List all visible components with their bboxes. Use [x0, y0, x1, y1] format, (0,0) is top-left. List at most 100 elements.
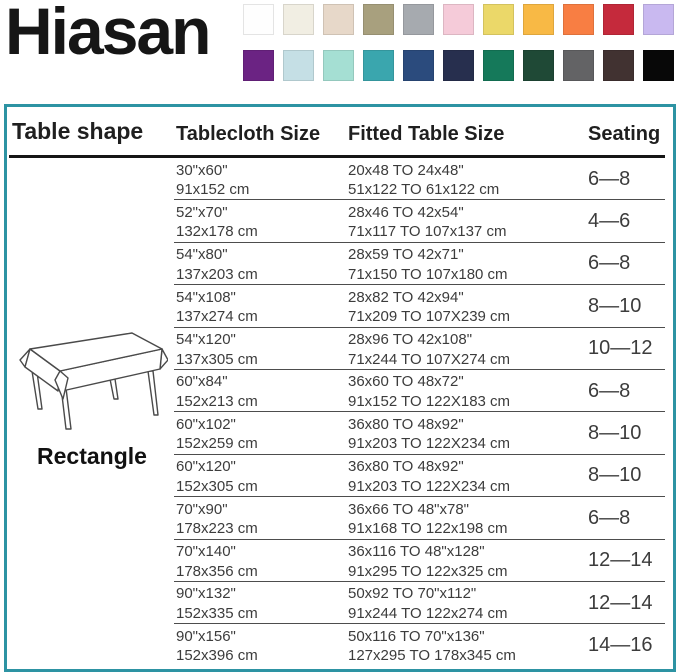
header-divider	[9, 155, 665, 158]
fitted-size-inches: 36x66 TO 48"x78"	[348, 500, 470, 518]
tablecloth-size-inches: 54"x80"	[176, 246, 228, 264]
table-row: 54"x120" 137x305 cm 28x96 TO 42x108" 71x244…	[7, 328, 673, 370]
tablecloth-size-cm: 152x305 cm	[176, 477, 258, 495]
tablecloth-size-cm: 152x259 cm	[176, 435, 258, 453]
fitted-size-cm: 91x168 TO 122x198 cm	[348, 520, 508, 538]
tablecloth-size-cm: 178x223 cm	[176, 520, 258, 538]
tablecloth-size-cell: 54"x120" 137x305 cm	[176, 330, 258, 369]
tablecloth-size-cell: 90"x132" 152x335 cm	[176, 584, 258, 623]
table-row: 60"x84" 152x213 cm 36x60 TO 48x72" 91x152 T…	[7, 370, 673, 413]
fitted-size-inches: 20x48 TO 24x48"	[348, 161, 464, 179]
tablecloth-size-inches: 70"x90"	[176, 500, 228, 518]
tablecloth-size-cm: 137x274 cm	[176, 308, 258, 326]
color-swatch	[243, 50, 274, 81]
fitted-size-inches: 50x92 TO 70"x112"	[348, 585, 477, 603]
seating-value: 10—12	[588, 337, 653, 360]
fitted-size-cm: 71x117 TO 107x137 cm	[348, 223, 507, 241]
seating-value: 6—8	[588, 167, 631, 190]
tablecloth-size-cm: 178x356 cm	[176, 562, 258, 580]
column-header-seating: Seating	[588, 123, 661, 145]
brand-logo: Hiasan	[5, 0, 211, 68]
size-rows: 30"x60" 91x152 cm 20x48 TO 24x48" 51x122 TO…	[7, 158, 673, 667]
seating-value: 12—14	[588, 549, 653, 572]
row-divider	[174, 368, 665, 370]
tablecloth-size-inches: 52"x70"	[176, 203, 228, 221]
color-swatch	[603, 4, 634, 35]
color-swatch	[363, 4, 394, 35]
seating-value: 6—8	[588, 379, 631, 402]
fitted-size-cell: 36x80 TO 48x92" 91x203 TO 122X234 cm	[348, 415, 510, 454]
tablecloth-size-inches: 60"x84"	[176, 373, 228, 391]
row-divider	[174, 241, 665, 243]
fitted-size-cell: 50x92 TO 70"x112" 91x244 TO 122x274 cm	[348, 584, 508, 623]
fitted-size-cm: 51x122 TO 61x122 cm	[348, 181, 500, 198]
fitted-size-cell: 28x59 TO 42x71" 71x150 TO 107x180 cm	[348, 245, 508, 284]
fitted-size-cell: 36x116 TO 48"x128" 91x295 TO 122x325 cm	[348, 542, 508, 581]
tablecloth-size-cm: 152x396 cm	[176, 647, 258, 665]
tablecloth-size-cell: 70"x140" 178x356 cm	[176, 542, 258, 581]
color-swatch	[563, 4, 594, 35]
seating-value: 12—14	[588, 591, 653, 614]
fitted-size-cm: 91x203 TO 122X234 cm	[348, 435, 511, 453]
color-swatch	[283, 4, 314, 35]
tablecloth-size-inches: 90"x156"	[176, 627, 236, 645]
seating-value: 8—10	[588, 294, 642, 317]
fitted-size-cm: 91x203 TO 122X234 cm	[348, 477, 511, 495]
fitted-size-inches: 28x96 TO 42x108"	[348, 331, 473, 349]
table-row: 30"x60" 91x152 cm 20x48 TO 24x48" 51x122 TO…	[7, 158, 673, 201]
fitted-size-cell: 36x80 TO 48x92" 91x203 TO 122X234 cm	[348, 457, 510, 496]
color-swatch	[523, 50, 554, 81]
fitted-size-inches: 36x80 TO 48x92"	[348, 458, 464, 476]
color-swatch	[603, 50, 634, 81]
fitted-size-inches: 28x59 TO 42x71"	[348, 246, 464, 264]
tablecloth-size-cell: 30"x60" 91x152 cm	[176, 161, 249, 200]
rectangle-tablecloth-illustration	[19, 332, 168, 430]
tablecloth-size-inches: 60"x102"	[176, 415, 236, 433]
fitted-size-inches: 50x116 TO 70"x136"	[348, 627, 485, 645]
tablecloth-size-cm: 152x335 cm	[176, 604, 258, 622]
fitted-size-cm: 91x244 TO 122x274 cm	[348, 604, 508, 622]
tablecloth-size-inches: 54"x108"	[176, 288, 236, 306]
tablecloth-size-inches: 60"x120"	[176, 458, 236, 476]
tablecloth-size-cell: 52"x70" 132x178 cm	[176, 203, 258, 242]
color-swatch	[643, 4, 674, 35]
fitted-size-cell: 28x46 TO 42x54" 71x117 TO 107x137 cm	[348, 203, 506, 242]
color-swatch	[523, 4, 554, 35]
seating-value: 6—8	[588, 506, 631, 529]
tablecloth-size-inches: 70"x140"	[176, 543, 236, 561]
color-swatch-grid	[243, 4, 674, 81]
tablecloth-size-inches: 54"x120"	[176, 331, 236, 349]
row-divider	[174, 326, 665, 328]
table-row: 52"x70" 132x178 cm 28x46 TO 42x54" 71x117 T…	[7, 200, 673, 243]
seating-value: 6—8	[588, 252, 631, 275]
table-row: 60"x102" 152x259 cm 36x80 TO 48x92" 91x203 …	[7, 412, 673, 455]
row-divider	[174, 580, 665, 582]
tablecloth-size-cm: 132x178 cm	[176, 223, 258, 241]
table-shape-cell: Rectangle	[7, 329, 177, 470]
tablecloth-size-inches: 90"x132"	[176, 585, 236, 603]
color-swatch	[483, 4, 514, 35]
column-header-table-shape: Table shape	[12, 118, 144, 144]
color-swatch	[323, 50, 354, 81]
seating-value: 14—16	[588, 633, 653, 656]
tablecloth-size-cell: 90"x156" 152x396 cm	[176, 627, 258, 666]
column-header-fitted-table-size: Fitted Table Size	[348, 123, 505, 145]
color-swatch	[283, 50, 314, 81]
tablecloth-size-cell: 54"x80" 137x203 cm	[176, 245, 258, 284]
tablecloth-size-cell: 70"x90" 178x223 cm	[176, 500, 258, 539]
fitted-size-cm: 71x150 TO 107x180 cm	[348, 265, 508, 283]
seating-value: 8—10	[588, 422, 642, 445]
table-row: 54"x80" 137x203 cm 28x59 TO 42x71" 71x150 T…	[7, 243, 673, 286]
row-divider	[174, 538, 665, 540]
table-row: 60"x120" 152x305 cm 36x80 TO 48x92" 91x203 …	[7, 455, 673, 498]
tablecloth-size-cell: 60"x84" 152x213 cm	[176, 372, 258, 411]
color-swatch	[563, 50, 594, 81]
color-swatch	[643, 50, 674, 81]
row-divider	[174, 411, 665, 413]
fitted-size-cm: 71x209 TO 107X239 cm	[348, 308, 511, 326]
shape-label: Rectangle	[37, 443, 147, 469]
row-divider	[174, 284, 665, 286]
fitted-size-inches: 36x116 TO 48"x128"	[348, 543, 485, 561]
fitted-size-cell: 28x96 TO 42x108" 71x244 TO 107X274 cm	[348, 330, 510, 369]
